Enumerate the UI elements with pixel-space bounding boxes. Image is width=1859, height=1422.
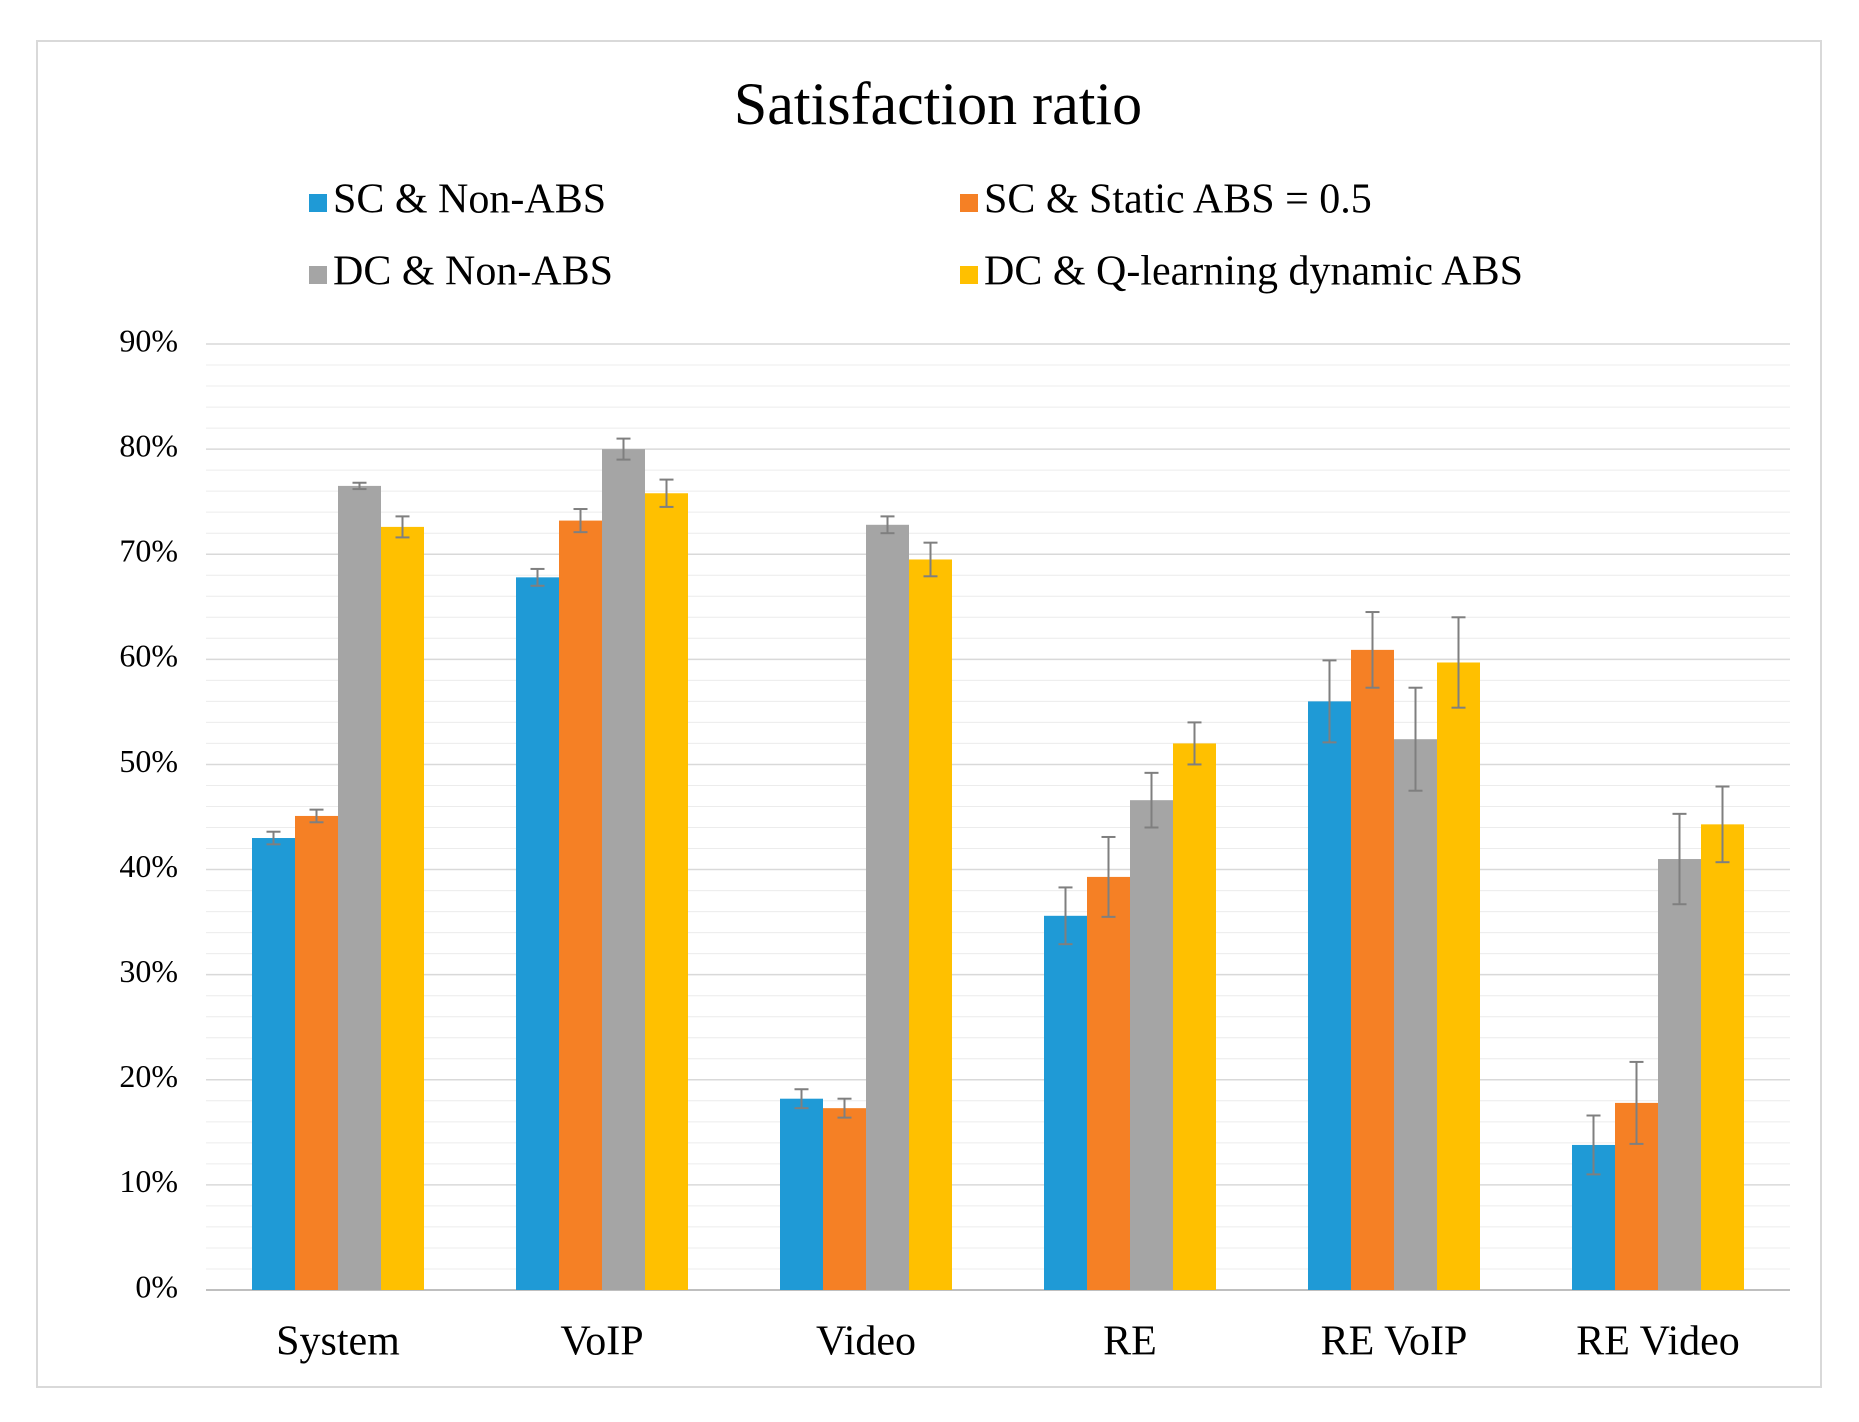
bar-dc-non-abs-re-video bbox=[1658, 859, 1701, 1290]
error-bar-sc-non-abs-video bbox=[794, 1088, 809, 1110]
y-tick-label: 40% bbox=[119, 848, 178, 884]
bar-sc-static-abs-0-5-video bbox=[823, 1108, 866, 1290]
bar-dc-q-learning-dynamic-abs-voip bbox=[645, 493, 688, 1290]
error-bar-dc-q-learning-dynamic-abs-re-voip bbox=[1451, 616, 1466, 709]
y-axis-ticks: 0% 10% 20% 30% 40% 50% 60% 70% 80% 90% bbox=[119, 322, 178, 1304]
y-tick-label: 60% bbox=[119, 638, 178, 674]
bar-dc-non-abs-system bbox=[338, 485, 381, 1290]
legend-swatch-dc-non-abs bbox=[309, 266, 327, 284]
bar-dc-non-abs-video bbox=[866, 524, 909, 1290]
bar-dc-non-abs-re-voip bbox=[1394, 739, 1437, 1290]
error-bar-sc-static-abs-0-5-re bbox=[1101, 835, 1116, 918]
x-tick-label-video: Video bbox=[816, 1319, 916, 1365]
legend: SC & Non-ABS SC & Static ABS = 0.5 DC & … bbox=[309, 177, 1523, 295]
error-bar-dc-non-abs-re bbox=[1144, 771, 1159, 829]
bar-sc-non-abs-system bbox=[252, 838, 295, 1290]
error-bars bbox=[266, 437, 1730, 1176]
bar-dc-q-learning-dynamic-abs-video bbox=[909, 559, 952, 1290]
x-tick-label-re-video: RE Video bbox=[1576, 1319, 1740, 1365]
legend-swatch-dc-q-learning bbox=[960, 266, 978, 284]
y-tick-label: 50% bbox=[119, 743, 178, 779]
bar-sc-non-abs-voip bbox=[516, 577, 559, 1290]
bar-dc-q-learning-dynamic-abs-re bbox=[1173, 743, 1216, 1290]
error-bar-dc-q-learning-dynamic-abs-video bbox=[923, 541, 938, 578]
y-tick-label: 20% bbox=[119, 1058, 178, 1094]
bar-dc-non-abs-voip bbox=[602, 449, 645, 1291]
bars bbox=[252, 449, 1744, 1291]
legend-label-dc-non-abs: DC & Non-ABS bbox=[333, 249, 613, 295]
error-bar-sc-static-abs-0-5-voip bbox=[573, 508, 588, 534]
error-bar-dc-non-abs-system bbox=[352, 481, 367, 491]
error-bar-sc-static-abs-0-5-re-voip bbox=[1365, 611, 1380, 689]
legend-label-sc-static-abs: SC & Static ABS = 0.5 bbox=[984, 177, 1372, 223]
error-bar-dc-q-learning-dynamic-abs-re-video bbox=[1715, 785, 1730, 864]
bar-sc-non-abs-re bbox=[1044, 915, 1087, 1290]
error-bar-dc-non-abs-voip bbox=[616, 437, 631, 461]
y-tick-label: 0% bbox=[135, 1268, 178, 1304]
chart-canvas: Satisfaction ratio SC & Non-ABS SC & Sta… bbox=[119, 71, 1790, 1365]
bar-sc-non-abs-re-voip bbox=[1308, 701, 1351, 1290]
x-tick-label-re-voip: RE VoIP bbox=[1321, 1319, 1468, 1365]
bar-dc-q-learning-dynamic-abs-system bbox=[381, 526, 424, 1290]
y-tick-label: 90% bbox=[119, 322, 178, 358]
bar-sc-static-abs-0-5-system bbox=[295, 815, 338, 1290]
bar-sc-static-abs-0-5-re bbox=[1087, 876, 1130, 1290]
chart-frame: Satisfaction ratio SC & Non-ABS SC & Sta… bbox=[36, 40, 1822, 1388]
error-bar-dc-q-learning-dynamic-abs-system bbox=[395, 515, 410, 539]
error-bar-sc-non-abs-system bbox=[266, 830, 281, 846]
error-bar-sc-non-abs-re bbox=[1058, 886, 1073, 946]
legend-swatch-sc-non-abs bbox=[309, 194, 327, 212]
y-tick-label: 30% bbox=[119, 953, 178, 989]
error-bar-sc-static-abs-0-5-system bbox=[309, 808, 324, 824]
bar-dc-q-learning-dynamic-abs-re-video bbox=[1701, 824, 1744, 1290]
legend-swatch-sc-static-abs bbox=[960, 194, 978, 212]
x-axis-ticks: System VoIP Video RE RE VoIP RE Video bbox=[276, 1319, 1740, 1365]
bar-dc-non-abs-re bbox=[1130, 800, 1173, 1290]
x-tick-label-voip: VoIP bbox=[560, 1319, 643, 1365]
chart-title: Satisfaction ratio bbox=[734, 71, 1142, 137]
error-bar-dc-q-learning-dynamic-abs-re bbox=[1187, 721, 1202, 766]
x-tick-label-system: System bbox=[276, 1319, 400, 1365]
bar-sc-static-abs-0-5-voip bbox=[559, 520, 602, 1290]
error-bar-sc-static-abs-0-5-video bbox=[837, 1097, 852, 1119]
error-bar-dc-q-learning-dynamic-abs-voip bbox=[659, 478, 674, 508]
gridlines bbox=[206, 343, 1790, 1291]
y-tick-label: 10% bbox=[119, 1163, 178, 1199]
y-tick-label: 70% bbox=[119, 533, 178, 569]
bar-dc-q-learning-dynamic-abs-re-voip bbox=[1437, 662, 1480, 1290]
error-bar-sc-non-abs-re-video bbox=[1586, 1114, 1601, 1176]
bar-sc-non-abs-video bbox=[780, 1098, 823, 1290]
y-tick-label: 80% bbox=[119, 427, 178, 463]
error-bar-sc-non-abs-voip bbox=[530, 567, 545, 587]
error-bar-sc-non-abs-re-voip bbox=[1322, 659, 1337, 744]
legend-label-sc-non-abs: SC & Non-ABS bbox=[333, 177, 606, 223]
bar-sc-static-abs-0-5-re-voip bbox=[1351, 649, 1394, 1290]
x-tick-label-re: RE bbox=[1103, 1319, 1157, 1365]
error-bar-dc-non-abs-re-voip bbox=[1408, 686, 1423, 792]
error-bar-dc-non-abs-re-video bbox=[1672, 812, 1687, 906]
error-bar-sc-static-abs-0-5-re-video bbox=[1629, 1060, 1644, 1145]
error-bar-dc-non-abs-video bbox=[880, 515, 895, 535]
legend-label-dc-q-learning: DC & Q-learning dynamic ABS bbox=[984, 249, 1523, 295]
